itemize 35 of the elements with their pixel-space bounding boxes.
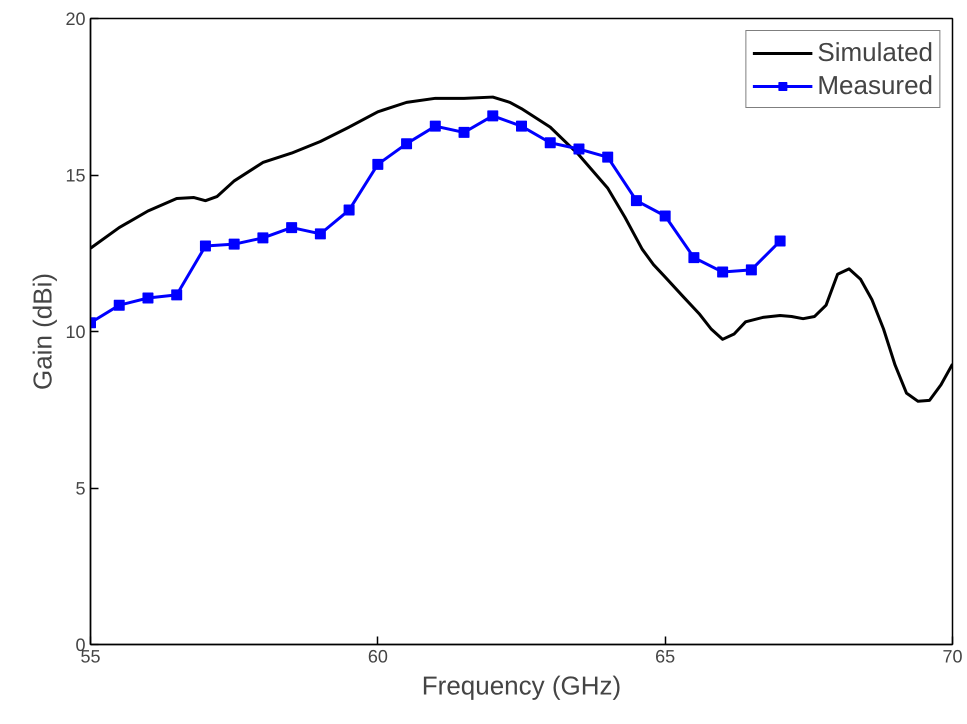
y-tick-label: 10 [65,322,86,342]
point [114,300,125,311]
point [286,222,298,234]
point [257,232,268,244]
point [774,236,786,247]
point [516,120,527,132]
point [602,152,614,163]
point [372,158,384,170]
point [487,110,498,122]
x-tick-label: 60 [368,646,388,666]
legend-label: Measured [817,70,933,101]
y-tick-label: 15 [65,166,86,186]
point [630,195,642,206]
point [717,266,728,278]
point [142,292,154,304]
y-tick-label: 5 [75,478,86,498]
point [200,240,211,252]
y-axis-title: Gain (dBi) [27,272,58,390]
legend-label: Simulated [817,37,933,68]
point [401,138,412,150]
point [660,210,671,222]
point [573,144,584,155]
point [458,126,470,138]
point [746,264,757,276]
point [171,289,182,300]
point [430,120,441,132]
point [344,204,355,216]
point [228,238,240,250]
x-tick-label: 65 [655,646,676,666]
point [314,228,326,240]
point [544,137,556,148]
point [688,252,700,264]
x-tick-label: 70 [942,646,963,666]
x-axis-title: Frequency (GHz) [422,670,622,700]
y-tick-label: 20 [65,9,86,29]
